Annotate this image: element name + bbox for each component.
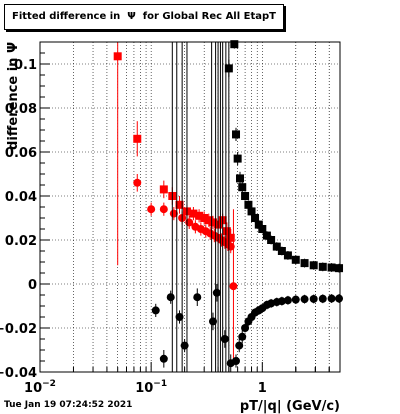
data-point [283, 251, 292, 260]
data-point [277, 297, 286, 306]
timestamp: Tue Jan 19 07:24:52 2021 [4, 400, 133, 410]
data-point [232, 357, 241, 365]
data-point [113, 52, 122, 61]
data-point [189, 209, 198, 218]
y-tick-label: 0.06 [5, 146, 37, 161]
y-tick-label: 0.1 [14, 58, 37, 73]
data-point [208, 317, 217, 326]
data-point [277, 247, 286, 255]
series-0 [113, 42, 235, 266]
data-point [226, 233, 235, 242]
data-point [159, 205, 168, 214]
y-tick-label: 0.08 [5, 102, 37, 117]
data-point [175, 313, 184, 321]
data-point [133, 134, 142, 143]
data-point [335, 294, 344, 303]
data-point [133, 178, 142, 187]
data-point [208, 218, 217, 227]
data-point [251, 214, 260, 222]
data-point [241, 192, 250, 200]
data-point [272, 242, 281, 251]
y-tick-label: −0.04 [0, 366, 37, 381]
data-point [222, 227, 231, 236]
y-tick-label: 0.02 [5, 234, 37, 249]
x-tick-label: 10−2 [24, 379, 56, 396]
data-point [318, 262, 327, 271]
axes: −0.04 −0.02 0 0.02 0.04 0.06 0.08 0.1 10−2 10−1 1 [0, 41, 341, 396]
data-point [258, 225, 267, 233]
data-point [220, 335, 229, 343]
data-point [229, 282, 238, 291]
data-point [200, 214, 209, 222]
series-4 [171, 42, 230, 372]
x-tick-label: 1 [258, 381, 267, 396]
y-tick-label: 0 [28, 278, 37, 293]
data-point [327, 263, 336, 272]
plot-frame [39, 41, 341, 373]
data-point [247, 207, 256, 216]
data-point [232, 130, 241, 139]
x-tick-label: 10−1 [135, 379, 167, 396]
data-point [193, 293, 202, 302]
chart-title: Fitted difference in Ψ for Global Rec Al… [12, 11, 276, 22]
y-tick-label: 0.04 [5, 190, 37, 205]
data-point [327, 294, 336, 303]
series-3 [151, 284, 344, 372]
y-tick-label: −0.02 [0, 322, 37, 337]
data-point [309, 294, 318, 303]
data-point [212, 288, 221, 297]
data-point [230, 40, 239, 49]
data-point [300, 295, 309, 304]
data-point [235, 341, 244, 350]
data-point [241, 324, 250, 332]
data-marks [113, 40, 344, 372]
data-point [318, 294, 327, 303]
data-point [151, 306, 160, 315]
data-point [147, 205, 156, 214]
title-box: Fitted difference in Ψ for Global Rec Al… [4, 4, 284, 30]
data-point [204, 216, 213, 225]
y-axis-title: difference in Ψ [6, 42, 21, 150]
data-point [195, 211, 204, 220]
data-point [236, 174, 245, 183]
x-axis-title: pT/|q| (GeV/c) [240, 399, 340, 414]
data-point [291, 295, 300, 304]
data-point [233, 154, 242, 163]
data-point [283, 296, 292, 305]
data-point [159, 185, 168, 194]
data-point [175, 200, 184, 209]
data-point [309, 261, 318, 270]
data-point [262, 231, 271, 240]
data-point [238, 332, 247, 341]
data-point [300, 259, 309, 268]
data-point [166, 293, 175, 302]
data-point [244, 200, 253, 209]
data-point [159, 354, 168, 363]
data-point [238, 183, 247, 192]
series-1 [133, 174, 238, 364]
grid-lines [39, 42, 341, 373]
data-point [267, 236, 276, 244]
data-point [335, 264, 344, 273]
series-2 [224, 40, 344, 273]
data-point [254, 220, 263, 229]
data-point [291, 255, 300, 264]
